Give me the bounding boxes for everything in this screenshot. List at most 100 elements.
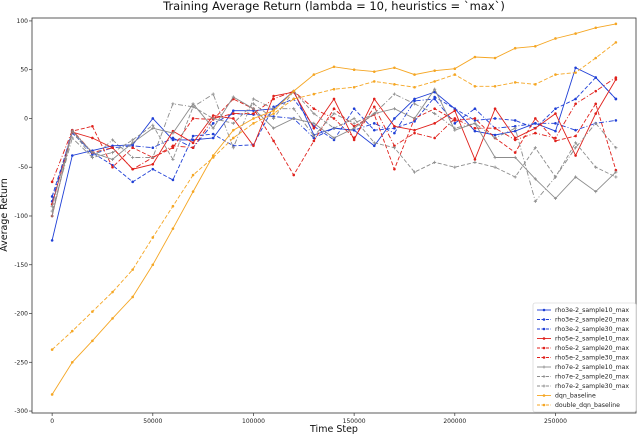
data-point bbox=[272, 105, 275, 109]
data-point bbox=[372, 111, 376, 116]
data-point bbox=[352, 126, 356, 130]
data-point bbox=[574, 128, 577, 132]
data-point bbox=[493, 84, 497, 88]
data-point bbox=[312, 73, 316, 76]
data-point bbox=[171, 178, 175, 182]
data-point bbox=[50, 393, 54, 396]
data-point bbox=[614, 78, 618, 81]
data-point bbox=[332, 107, 336, 111]
data-point bbox=[594, 89, 598, 93]
data-point bbox=[111, 317, 114, 320]
legend-item: rho5e-2_sample20_max bbox=[537, 345, 629, 352]
legend-item: rho3e-2_sample30_max bbox=[537, 326, 629, 333]
data-point bbox=[251, 107, 256, 111]
data-point bbox=[191, 117, 195, 120]
data-point bbox=[392, 146, 396, 150]
data-point bbox=[232, 128, 235, 132]
data-point bbox=[473, 55, 477, 59]
data-point bbox=[252, 112, 255, 115]
data-point bbox=[453, 73, 457, 76]
data-point bbox=[251, 97, 256, 101]
data-point bbox=[151, 126, 155, 130]
data-point bbox=[211, 156, 215, 159]
y-tick-label: 0 bbox=[24, 115, 28, 122]
data-point bbox=[513, 129, 517, 133]
data-point bbox=[171, 157, 175, 162]
data-point bbox=[554, 112, 557, 115]
data-point bbox=[252, 144, 255, 148]
data-point bbox=[493, 126, 497, 130]
data-point bbox=[392, 92, 396, 96]
data-point bbox=[413, 85, 416, 89]
legend-item: rho5e-2_sample30_max bbox=[537, 355, 629, 362]
data-point bbox=[252, 109, 255, 112]
data-point bbox=[453, 126, 457, 130]
data-point bbox=[131, 141, 135, 145]
data-point bbox=[554, 73, 557, 76]
data-point bbox=[513, 124, 517, 128]
data-point bbox=[614, 97, 618, 101]
data-point bbox=[70, 136, 74, 140]
data-point bbox=[352, 85, 356, 89]
data-point bbox=[211, 132, 215, 136]
data-point bbox=[111, 144, 114, 148]
data-point bbox=[574, 102, 577, 106]
data-point bbox=[594, 190, 598, 194]
data-point bbox=[352, 116, 356, 121]
y-tick-label: -50 bbox=[18, 164, 28, 171]
data-point bbox=[574, 175, 578, 179]
data-point bbox=[513, 81, 517, 84]
data-point bbox=[272, 112, 275, 115]
data-point bbox=[534, 122, 537, 125]
legend-label: rho3e-2_sample20_max bbox=[555, 317, 629, 324]
data-point bbox=[131, 295, 134, 299]
data-point bbox=[433, 97, 436, 101]
data-point bbox=[554, 139, 557, 143]
data-point bbox=[534, 83, 537, 86]
data-point bbox=[191, 138, 195, 142]
data-point bbox=[312, 111, 316, 116]
data-point bbox=[272, 109, 275, 112]
data-point bbox=[433, 80, 436, 83]
data-point bbox=[413, 99, 416, 103]
x-axis: 0 50000 100000 150000 200000 250000 bbox=[50, 413, 567, 425]
series-rho7e-2_sample30_max bbox=[50, 92, 618, 213]
legend-box bbox=[532, 302, 637, 413]
data-point bbox=[232, 112, 235, 115]
data-point bbox=[513, 119, 517, 122]
data-point bbox=[594, 26, 598, 30]
data-point bbox=[332, 111, 336, 116]
data-point bbox=[413, 131, 416, 135]
y-tick-label: -250 bbox=[14, 359, 28, 366]
data-point bbox=[473, 126, 477, 130]
data-point bbox=[534, 117, 537, 120]
data-point bbox=[111, 165, 114, 169]
data-point bbox=[413, 97, 416, 101]
data-point bbox=[352, 128, 356, 132]
data-point bbox=[171, 146, 175, 150]
data-point bbox=[272, 97, 275, 101]
series-double_dqn_baseline bbox=[50, 41, 618, 351]
data-point bbox=[211, 92, 215, 96]
data-point bbox=[614, 41, 618, 44]
y-tick-label: -100 bbox=[14, 213, 28, 220]
data-point bbox=[393, 83, 396, 86]
data-point bbox=[312, 136, 316, 140]
legend-label: rho3e-2_sample10_max bbox=[555, 307, 629, 314]
data-point bbox=[191, 102, 195, 106]
data-point bbox=[412, 102, 417, 106]
data-point bbox=[453, 117, 457, 120]
legend-label: rho3e-2_sample30_max bbox=[555, 326, 629, 333]
data-point bbox=[433, 122, 436, 125]
x-axis-label: Time Step bbox=[309, 424, 358, 435]
data-point bbox=[91, 124, 94, 128]
data-point bbox=[292, 89, 296, 93]
data-point bbox=[352, 124, 356, 128]
data-point bbox=[312, 139, 316, 143]
data-point bbox=[151, 146, 155, 150]
data-point bbox=[534, 131, 537, 135]
data-point bbox=[513, 126, 517, 130]
data-point bbox=[554, 136, 557, 140]
data-point bbox=[171, 204, 175, 208]
data-point bbox=[554, 129, 557, 133]
